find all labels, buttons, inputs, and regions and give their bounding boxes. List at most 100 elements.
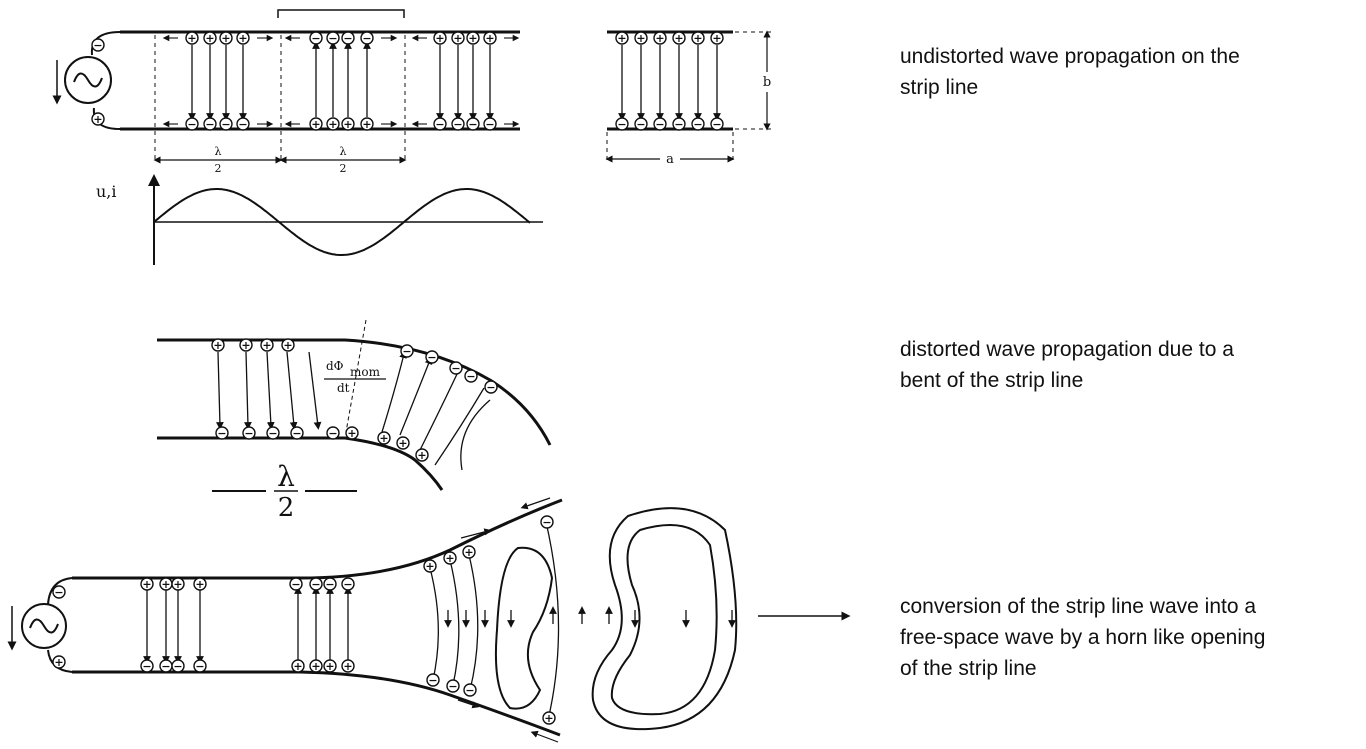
big-lambda: λ xyxy=(277,460,295,493)
plus-charge: + xyxy=(445,552,454,565)
charge-circle xyxy=(323,659,337,673)
charge-circle xyxy=(91,112,105,126)
minus-charge: − xyxy=(291,578,300,591)
caption-horn-line-2: free-space wave by a horn like opening xyxy=(900,626,1266,649)
plus-charge: + xyxy=(213,339,222,352)
plus-charge: + xyxy=(347,427,356,440)
minus-charge: − xyxy=(142,660,151,673)
plus-charge: + xyxy=(173,578,182,591)
charge-circle xyxy=(219,117,233,131)
charge-circle xyxy=(483,31,497,45)
panel-horn xyxy=(7,497,851,743)
minus-charge: − xyxy=(173,660,182,673)
plus-charge: + xyxy=(693,32,702,45)
charge-circle xyxy=(425,350,439,364)
charge-circle xyxy=(171,659,185,673)
charge-circle xyxy=(91,38,105,52)
plus-charge: + xyxy=(468,32,477,45)
minus-charge: − xyxy=(205,118,214,131)
charge-circle xyxy=(185,117,199,131)
charge-circle xyxy=(400,344,414,358)
plus-charge: + xyxy=(221,32,230,45)
minus-charge: − xyxy=(244,427,253,440)
plus-charge: + xyxy=(453,32,462,45)
minus-charge: − xyxy=(636,118,645,131)
charge-circle xyxy=(377,431,391,445)
charge-circle xyxy=(446,679,460,693)
half-wave-den-1: 2 xyxy=(215,162,222,175)
plus-charge: + xyxy=(636,32,645,45)
caption-undistorted-line-1: undistorted wave propagation on the xyxy=(900,45,1240,68)
charge-circle xyxy=(185,31,199,45)
charge-circle xyxy=(710,31,724,45)
plus-charge: + xyxy=(205,32,214,45)
half-wave-den-2: 2 xyxy=(340,162,347,175)
charge-circle xyxy=(260,338,274,352)
charge-circle xyxy=(289,577,303,591)
plus-charge: + xyxy=(283,339,292,352)
plus-charge: + xyxy=(325,660,334,673)
axis-label: u,i xyxy=(96,182,117,201)
minus-charge: − xyxy=(674,118,683,131)
charge-circle xyxy=(291,659,305,673)
charge-circle xyxy=(672,31,686,45)
minus-charge: − xyxy=(485,118,494,131)
charge-circle xyxy=(360,117,374,131)
charge-circle xyxy=(415,448,429,462)
charge-markers-horn: −++ + + +− − − −− − − −+ + + +++ +−− − −+ xyxy=(52,515,556,725)
charge-circle xyxy=(691,117,705,131)
plus-charge: + xyxy=(435,32,444,45)
caption-horn-line-3: of the strip line xyxy=(900,657,1037,680)
minus-charge: − xyxy=(238,118,247,131)
charge-circle xyxy=(236,31,250,45)
plus-charge: + xyxy=(238,32,247,45)
charge-circle xyxy=(140,577,154,591)
minus-charge: − xyxy=(54,586,63,599)
charge-circle xyxy=(451,117,465,131)
minus-charge: − xyxy=(93,39,102,52)
minus-charge: − xyxy=(311,32,320,45)
charge-circle xyxy=(396,436,410,450)
charge-circle xyxy=(426,673,440,687)
caption-distorted-line-2: bent of the strip line xyxy=(900,369,1084,392)
minus-charge: − xyxy=(655,118,664,131)
charge-circle xyxy=(433,117,447,131)
minus-charge: − xyxy=(217,427,226,440)
charge-circle xyxy=(309,577,323,591)
minus-charge: − xyxy=(268,427,277,440)
half-wave-num-1: λ xyxy=(215,145,222,158)
charge-circle xyxy=(710,117,724,131)
charge-circle xyxy=(171,577,185,591)
minus-charge: − xyxy=(542,516,551,529)
plus-charge: + xyxy=(54,656,63,669)
plus-charge: + xyxy=(262,339,271,352)
charge-circle xyxy=(140,659,154,673)
charge-circle xyxy=(290,426,304,440)
charge-circle xyxy=(52,655,66,669)
ac-source-icon xyxy=(64,56,112,104)
caption-distorted-line-1: distorted wave propagation due to a xyxy=(900,338,1234,361)
plus-charge: + xyxy=(712,32,721,45)
charge-circle xyxy=(540,515,554,529)
charge-circle xyxy=(341,659,355,673)
minus-charge: − xyxy=(693,118,702,131)
charge-circle xyxy=(653,31,667,45)
charge-circle xyxy=(423,559,437,573)
charge-circle xyxy=(309,117,323,131)
minus-charge: − xyxy=(468,118,477,131)
charge-circle xyxy=(239,338,253,352)
charge-circle xyxy=(193,577,207,591)
caption-horn-line-1: conversion of the strip line wave into a xyxy=(900,595,1257,618)
minus-charge: − xyxy=(465,684,474,697)
charge-circle xyxy=(345,426,359,440)
panel-undistorted xyxy=(52,9,520,164)
voltage-current-wave xyxy=(153,188,531,256)
flux-label: dΦ mom dt xyxy=(324,359,386,395)
flux-subscript: mom xyxy=(350,365,381,379)
plus-charge: + xyxy=(674,32,683,45)
charge-circle xyxy=(326,426,340,440)
plus-charge: + xyxy=(398,437,407,450)
plus-charge: + xyxy=(343,118,352,131)
plus-charge: + xyxy=(161,578,170,591)
